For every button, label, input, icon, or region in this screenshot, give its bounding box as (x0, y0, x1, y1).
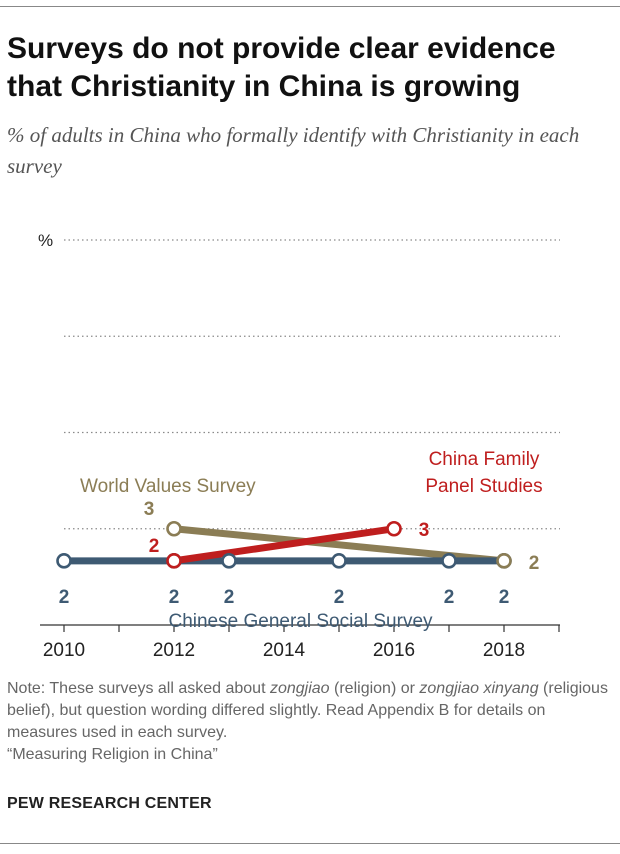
x-axis: 2010 2012 2014 2016 2018 (40, 624, 560, 661)
note-report-title: “Measuring Religion in China” (7, 746, 218, 763)
data-point (331, 553, 347, 569)
series-name-label: China Family Panel Studies (425, 449, 542, 497)
data-point (166, 520, 182, 537)
source-credit: PEW RESEARCH CENTER (7, 795, 212, 812)
y-unit-label: % (38, 231, 53, 250)
data-label: 2 (499, 587, 510, 608)
chart-subtitle: % of adults in China who formally identi… (7, 123, 580, 178)
x-tick-label: 2014 (263, 640, 306, 661)
data-label: 2 (334, 587, 345, 608)
note-text-3: (religious belief), but question wording… (7, 680, 608, 741)
x-tick-label: 2010 (43, 640, 85, 661)
series-line (173, 525, 395, 565)
gridlines: % (38, 231, 560, 530)
data-label: 2 (59, 587, 70, 608)
x-tick-label: 2016 (373, 640, 415, 661)
chart-title: Surveys do not provide clear evidence th… (7, 32, 556, 103)
data-label: 2 (169, 587, 180, 608)
series-name-label: Chinese General Social Survey (168, 611, 433, 632)
data-point (221, 553, 237, 569)
data-point (56, 553, 72, 569)
data-point (166, 553, 182, 569)
note-text-2: (religion) or (329, 680, 420, 697)
x-tick-label: 2018 (483, 640, 525, 661)
data-label: 2 (224, 587, 235, 608)
data-label: 3 (419, 520, 430, 541)
data-label: 3 (144, 499, 155, 520)
data-label: 2 (444, 587, 455, 608)
data-point (386, 520, 402, 537)
data-label: 2 (529, 553, 540, 574)
note-term-2: zongjiao xinyang (419, 680, 539, 697)
data-label: 2 (149, 536, 160, 557)
series-lines (56, 520, 512, 569)
note-text-1: Note: These surveys all asked about (7, 680, 270, 697)
x-tick-label: 2012 (153, 640, 195, 661)
line-chart: % 2010 2012 2014 2016 2018 2 2 2 2 2 23223Chinese… (38, 231, 560, 661)
series-name-label: World Values Survey (80, 476, 256, 497)
note-term-1: zongjiao (269, 680, 330, 697)
data-point (441, 553, 457, 569)
chart-note: Note: These surveys all asked about zong… (7, 678, 615, 766)
data-point (496, 553, 512, 569)
top-rule (0, 6, 620, 7)
bottom-rule (0, 843, 620, 844)
